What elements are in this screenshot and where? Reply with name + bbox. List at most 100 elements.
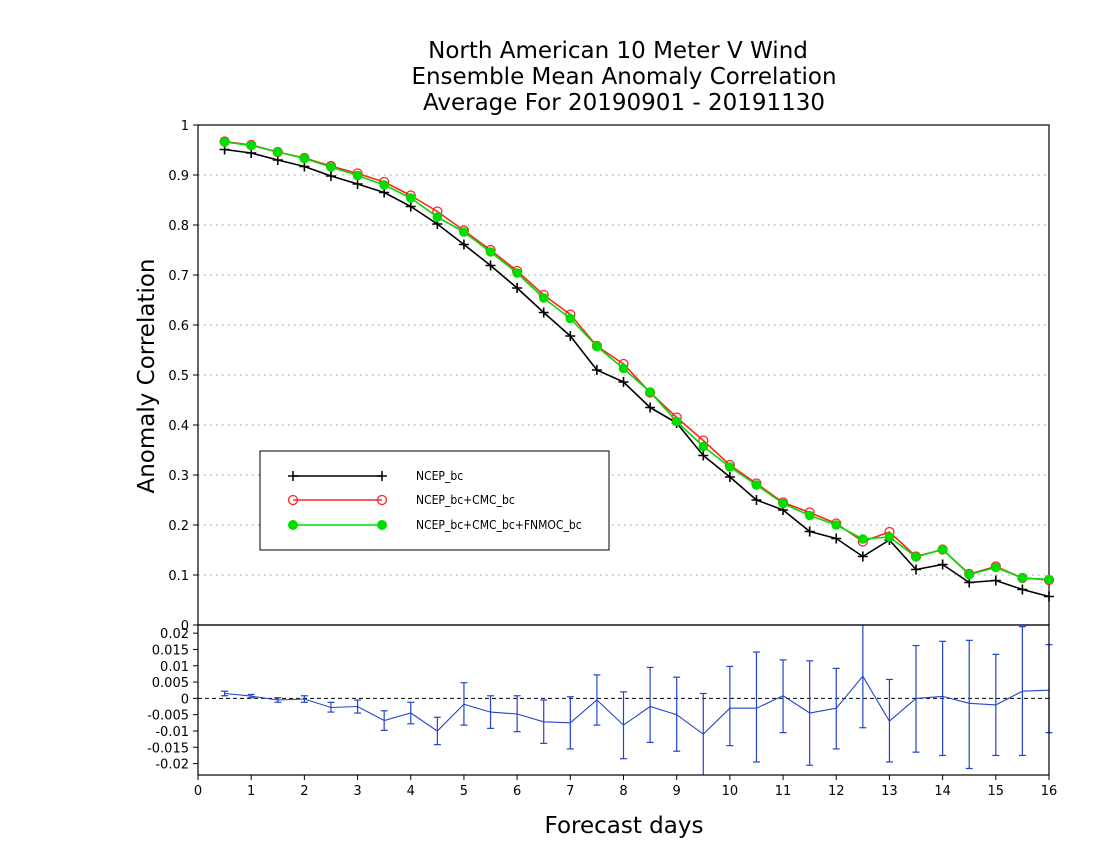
- series-point-2: [592, 341, 602, 352]
- y-tick-label: 0.2: [168, 519, 189, 534]
- diff-y-tick-label: -0.01: [155, 725, 189, 740]
- x-tick-label: 12: [828, 784, 845, 799]
- series-point-2: [991, 562, 1001, 573]
- series-point-0: [352, 179, 363, 189]
- y-tick-label: 0.7: [168, 269, 189, 284]
- legend-label-ncep-cmc-fnmoc: NCEP_bc+CMC_bc+FNMOC_bc: [416, 518, 582, 532]
- difference-plot-panel: -0.02-0.015-0.01-0.00500.0050.010.0150.0…: [147, 624, 1057, 799]
- x-tick-label: 8: [619, 784, 627, 799]
- legend-marker-ncep-cmc-2: [376, 494, 388, 506]
- chart-title: North American 10 Meter V Wind Ensemble …: [411, 38, 836, 116]
- series-point-0: [565, 331, 576, 341]
- series-point-0: [857, 551, 868, 562]
- title-line-2: Ensemble Mean Anomaly Correlation: [411, 64, 836, 90]
- series-point-2: [698, 441, 709, 452]
- legend-marker-ncep-cmc-fnmoc-2: [377, 520, 387, 530]
- series-point-2: [485, 247, 496, 257]
- y-tick-label: 0.6: [168, 319, 189, 334]
- legend-label-ncep-cmc: NCEP_bc+CMC_bc: [416, 493, 515, 507]
- series-point-2: [246, 140, 256, 151]
- series-point-2: [405, 193, 416, 203]
- x-tick-label: 14: [934, 784, 951, 799]
- series-point-2: [432, 212, 443, 222]
- series-point-0: [485, 260, 496, 271]
- series-point-2: [459, 227, 469, 237]
- y-tick-label: 1: [181, 119, 189, 134]
- difference-line: [224, 675, 1050, 735]
- series-point-2: [858, 534, 868, 544]
- y-tick-label: 0.5: [168, 369, 189, 384]
- series-point-0: [458, 239, 469, 250]
- series-point-2: [645, 387, 655, 397]
- diff-y-tick-label: -0.015: [147, 741, 189, 756]
- y-tick-label: 0.4: [168, 419, 189, 434]
- diff-y-tick-label: -0.02: [155, 758, 189, 773]
- diff-y-tick-label: 0.02: [160, 627, 189, 642]
- series-point-0: [618, 377, 629, 387]
- series-point-2: [778, 498, 788, 509]
- y-tick-label: 0.9: [168, 169, 189, 184]
- series-point-2: [751, 480, 762, 490]
- series-point-2: [937, 544, 948, 555]
- series-point-2: [831, 520, 842, 530]
- y-axis-label: Anomaly Correlation: [134, 258, 160, 493]
- series-point-0: [405, 201, 416, 212]
- title-line-1: North American 10 Meter V Wind: [428, 38, 808, 64]
- x-tick-label: 2: [300, 784, 308, 799]
- legend-marker-ncep-cmc: [287, 494, 299, 506]
- series-point-0: [751, 495, 762, 505]
- series-point-2: [326, 162, 336, 172]
- diff-y-tick-label: 0: [181, 692, 189, 707]
- x-tick-label: 6: [513, 784, 521, 799]
- y-tick-label: 0.1: [168, 569, 189, 584]
- series-point-2: [538, 293, 549, 303]
- series-point-2: [884, 532, 895, 542]
- x-tick-label: 7: [566, 784, 574, 799]
- series-point-2: [512, 268, 522, 278]
- series-line-0: [224, 148, 1050, 598]
- series-point-2: [618, 363, 629, 374]
- series-point-0: [990, 575, 1001, 586]
- series-point-0: [724, 472, 735, 482]
- y-tick-label: 0: [181, 619, 189, 634]
- legend-marker-ncep: [288, 471, 387, 481]
- series-point-0: [325, 171, 336, 181]
- series-point-0: [645, 402, 656, 413]
- diff-y-tick-label: 0.01: [160, 660, 189, 675]
- diff-y-tick-label: -0.005: [147, 709, 189, 724]
- y-tick-label: 0.8: [168, 219, 189, 234]
- series-point-2: [1017, 573, 1028, 583]
- series-point-2: [299, 153, 310, 164]
- series-point-2: [379, 180, 389, 190]
- x-tick-label: 9: [673, 784, 681, 799]
- series-point-0: [831, 533, 842, 544]
- series-point-2: [352, 170, 363, 181]
- series-point-2: [725, 462, 735, 472]
- x-tick-label: 0: [194, 784, 202, 799]
- series-point-0: [911, 564, 922, 575]
- diff-y-tick-label: 0.015: [152, 643, 189, 658]
- x-tick-label: 13: [881, 784, 898, 799]
- series-point-0: [804, 526, 815, 537]
- x-tick-label: 15: [988, 784, 1005, 799]
- x-tick-label: 3: [353, 784, 361, 799]
- legend: NCEP_bc NCEP_bc+CMC_bc NCEP_bc+CMC_bc+FN…: [259, 450, 610, 551]
- series-point-2: [671, 416, 682, 427]
- x-axis-label: Forecast days: [545, 813, 704, 839]
- main-plot-panel: 0 0.1 0.2 0.3 0.4 0.5 0.6 0.7 0.8 0.9 1: [168, 119, 1055, 634]
- series-point-0: [591, 365, 602, 375]
- series-point-2: [804, 510, 815, 521]
- series-point-2: [911, 552, 921, 562]
- series-point-0: [512, 283, 523, 293]
- series-point-0: [538, 307, 549, 318]
- series-point-2: [219, 137, 230, 147]
- series-point-0: [698, 450, 709, 461]
- x-tick-label: 10: [722, 784, 739, 799]
- series-point-0: [1044, 591, 1054, 602]
- legend-marker-ncep-cmc-fnmoc: [288, 520, 298, 530]
- x-tick-label: 1: [247, 784, 255, 799]
- legend-label-ncep: NCEP_bc: [416, 469, 463, 483]
- series-point-2: [964, 569, 975, 580]
- x-tick-label: 4: [407, 784, 415, 799]
